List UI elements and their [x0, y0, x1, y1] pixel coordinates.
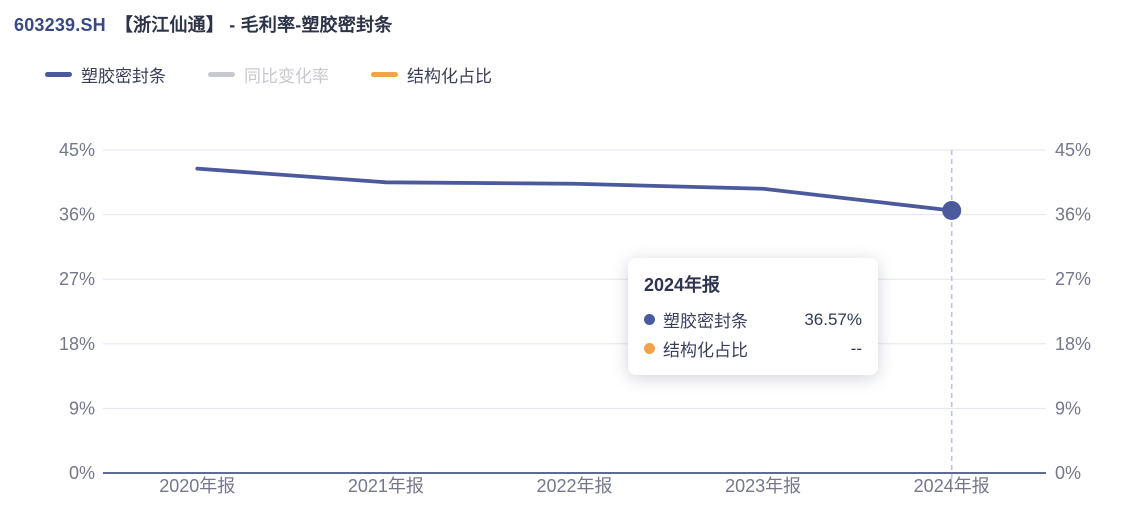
tooltip-series-value: 36.57%: [804, 309, 862, 329]
tooltip-series-label: 塑胶密封条: [663, 312, 748, 331]
y-axis-tick-label-right: 45%: [1055, 140, 1091, 160]
x-axis-tick-label: 2021年报: [348, 476, 424, 496]
tooltip-rows: 塑胶密封条 36.57% 结构化占比 --: [644, 305, 862, 363]
x-axis-tick-label: 2020年报: [159, 476, 235, 496]
tooltip-series-value: --: [850, 338, 862, 358]
tooltip-row: 结构化占比 --: [644, 334, 862, 363]
y-axis-tick-label-left: 9%: [69, 398, 95, 418]
legend-line-marker-icon: [208, 72, 235, 77]
chart-tooltip: 2024年报 塑胶密封条 36.57% 结构化占比 --: [628, 258, 878, 375]
y-axis-tick-label-left: 36%: [59, 205, 95, 225]
y-axis-tick-label-left: 0%: [69, 463, 95, 483]
legend-item-label: 同比变化率: [244, 67, 329, 86]
y-axis-tick-label-right: 27%: [1055, 269, 1091, 289]
y-axis-tick-label-right: 18%: [1055, 334, 1091, 354]
tooltip-row: 塑胶密封条 36.57%: [644, 305, 862, 334]
legend-item-label: 塑胶密封条: [81, 67, 166, 86]
series-dot-icon: [644, 314, 655, 325]
series-line[interactable]: [195, 166, 954, 213]
x-axis-tick-label: 2024年报: [914, 476, 990, 496]
chart-title-text: 【浙江仙通】 - 毛利率-塑胶密封条: [114, 15, 393, 35]
legend-item[interactable]: 同比变化率: [208, 62, 329, 87]
legend-line-marker-icon: [45, 72, 72, 77]
y-axis-tick-label-right: 0%: [1055, 463, 1081, 483]
y-axis-tick-label-left: 18%: [59, 334, 95, 354]
legend-line-marker-icon: [371, 72, 398, 77]
highlighted-data-point[interactable]: [942, 201, 962, 221]
y-axis-tick-label-left: 27%: [59, 269, 95, 289]
y-axis-tick-label-left: 45%: [59, 140, 95, 160]
legend-item-label: 结构化占比: [407, 67, 492, 86]
series-dot-icon: [644, 343, 655, 354]
stock-ticker: 603239.SH: [14, 15, 106, 35]
x-axis-tick-label: 2023年报: [725, 476, 801, 496]
y-axis-tick-label-right: 36%: [1055, 205, 1091, 225]
legend-item[interactable]: 塑胶密封条: [45, 62, 166, 87]
page-title: 603239.SH 【浙江仙通】 - 毛利率-塑胶密封条: [14, 11, 392, 37]
legend-item[interactable]: 结构化占比: [371, 62, 492, 87]
legend: 塑胶密封条 同比变化率 结构化占比: [45, 62, 492, 87]
y-axis-tick-label-right: 9%: [1055, 398, 1081, 418]
x-axis-tick-label: 2022年报: [536, 476, 612, 496]
tooltip-title: 2024年报: [644, 275, 721, 295]
tooltip-series-label: 结构化占比: [663, 341, 748, 360]
